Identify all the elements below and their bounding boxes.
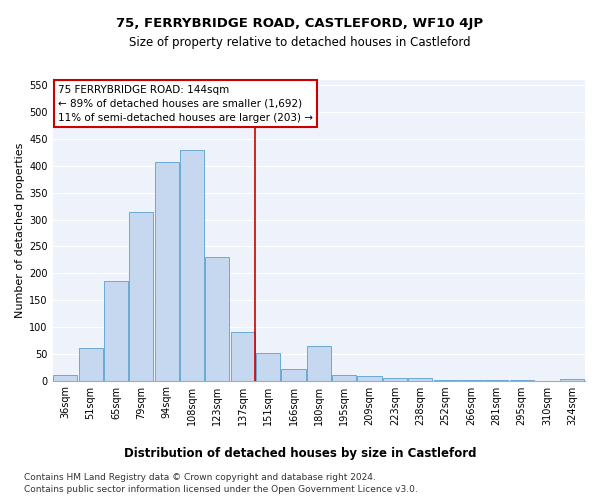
Bar xyxy=(307,346,331,380)
Y-axis label: Number of detached properties: Number of detached properties xyxy=(15,142,25,318)
Bar xyxy=(231,332,255,380)
Text: Size of property relative to detached houses in Castleford: Size of property relative to detached ho… xyxy=(129,36,471,49)
Bar xyxy=(281,369,305,380)
Bar xyxy=(332,376,356,380)
Bar xyxy=(155,162,179,380)
Bar xyxy=(408,378,432,380)
Text: Distribution of detached houses by size in Castleford: Distribution of detached houses by size … xyxy=(124,448,476,460)
Bar xyxy=(180,150,204,380)
Bar xyxy=(104,282,128,380)
Bar xyxy=(205,257,229,380)
Bar xyxy=(560,379,584,380)
Text: Contains HM Land Registry data © Crown copyright and database right 2024.: Contains HM Land Registry data © Crown c… xyxy=(24,472,376,482)
Bar xyxy=(53,376,77,380)
Text: Contains public sector information licensed under the Open Government Licence v3: Contains public sector information licen… xyxy=(24,485,418,494)
Bar xyxy=(383,378,407,380)
Text: 75, FERRYBRIDGE ROAD, CASTLEFORD, WF10 4JP: 75, FERRYBRIDGE ROAD, CASTLEFORD, WF10 4… xyxy=(116,18,484,30)
Bar xyxy=(256,352,280,380)
Text: 75 FERRYBRIDGE ROAD: 144sqm
← 89% of detached houses are smaller (1,692)
11% of : 75 FERRYBRIDGE ROAD: 144sqm ← 89% of det… xyxy=(58,84,313,122)
Bar xyxy=(358,376,382,380)
Bar xyxy=(130,212,154,380)
Bar xyxy=(79,348,103,380)
